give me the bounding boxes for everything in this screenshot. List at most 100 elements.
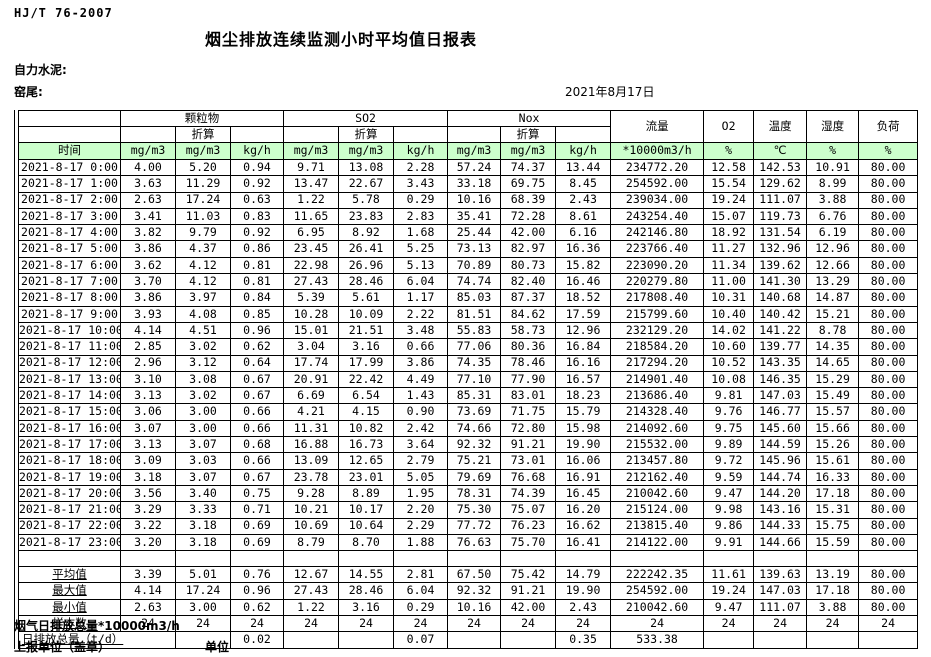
value-cell: 13.09 bbox=[283, 452, 340, 470]
value-cell: 214122.00 bbox=[610, 533, 705, 552]
value-cell: 15.01 bbox=[283, 321, 340, 340]
value-cell: 91.21 bbox=[500, 582, 557, 600]
value-cell: 239034.00 bbox=[610, 191, 705, 209]
value-cell: 18.52 bbox=[555, 289, 612, 307]
value-cell: 2.96 bbox=[120, 354, 176, 372]
value-cell: 78.31 bbox=[447, 484, 502, 503]
value-cell: 17.24 bbox=[175, 191, 231, 209]
value-cell: 5.78 bbox=[338, 191, 395, 209]
value-cell: 15.79 bbox=[555, 403, 612, 421]
empty-header-cell bbox=[229, 126, 285, 143]
value-cell: 4.51 bbox=[175, 321, 231, 340]
value-cell: 24 bbox=[393, 615, 449, 633]
empty-header-cell bbox=[393, 126, 449, 143]
value-cell: 4.21 bbox=[283, 403, 340, 421]
value-cell: 212162.40 bbox=[610, 468, 705, 486]
value-cell: 80.00 bbox=[858, 354, 919, 372]
value-cell: 146.77 bbox=[753, 403, 808, 421]
value-cell: 12.67 bbox=[283, 566, 340, 584]
value-cell: 15.21 bbox=[806, 305, 860, 323]
empty-cell bbox=[500, 550, 557, 568]
value-cell: 16.20 bbox=[555, 501, 612, 519]
value-cell: 2.43 bbox=[555, 191, 612, 209]
time-cell: 2021-8-17 1:00 bbox=[18, 175, 121, 193]
empty-header-cell bbox=[555, 126, 612, 143]
value-cell: 15.82 bbox=[555, 256, 612, 275]
value-cell: 23.83 bbox=[338, 207, 395, 226]
value-cell: 9.91 bbox=[703, 533, 755, 552]
value-cell: 2.22 bbox=[393, 305, 449, 323]
data-row: 2021-8-17 18:00 3.09 3.03 0.66 13.09 12.65 2.7… bbox=[18, 452, 919, 470]
value-cell: 80.00 bbox=[858, 387, 919, 405]
value-cell: 20.91 bbox=[283, 370, 340, 389]
value-cell: 13.08 bbox=[338, 158, 395, 177]
value-cell: 3.64 bbox=[393, 436, 449, 454]
value-cell: 0.67 bbox=[229, 387, 285, 405]
value-cell: 6.69 bbox=[283, 387, 340, 405]
value-cell: 3.02 bbox=[175, 387, 231, 405]
value-cell: 8.78 bbox=[806, 321, 860, 340]
value-cell: 139.77 bbox=[753, 338, 808, 356]
value-cell: 213457.80 bbox=[610, 452, 705, 470]
value-cell: 13.19 bbox=[806, 566, 860, 584]
units-header-time: 时间 bbox=[18, 142, 121, 160]
empty-header-cell bbox=[120, 126, 176, 143]
value-cell: 77.10 bbox=[447, 370, 502, 389]
value-cell: 16.41 bbox=[555, 533, 612, 552]
value-cell: 4.14 bbox=[120, 582, 176, 600]
value-cell: 111.07 bbox=[753, 598, 808, 617]
value-cell: 80.00 bbox=[858, 403, 919, 421]
value-cell: 4.49 bbox=[393, 370, 449, 389]
value-cell: 13.47 bbox=[283, 175, 340, 193]
value-cell: 14.79 bbox=[555, 566, 612, 584]
value-cell: 3.13 bbox=[120, 387, 176, 405]
value-cell: 3.08 bbox=[175, 370, 231, 389]
value-cell: 75.42 bbox=[500, 566, 557, 584]
value-cell: 16.45 bbox=[555, 484, 612, 503]
value-cell: 14.65 bbox=[806, 354, 860, 372]
conv-header-so2: 折算 bbox=[338, 126, 395, 143]
value-cell: 3.16 bbox=[338, 338, 395, 356]
value-cell: 144.74 bbox=[753, 468, 808, 486]
value-cell: 15.59 bbox=[806, 533, 860, 552]
empty-cell bbox=[18, 550, 121, 568]
value-cell: 3.40 bbox=[175, 484, 231, 503]
value-cell: 0.94 bbox=[229, 158, 285, 177]
value-cell: 0.67 bbox=[229, 468, 285, 486]
value-cell: 24 bbox=[806, 615, 860, 633]
time-cell: 2021-8-17 16:00 bbox=[18, 419, 121, 438]
value-cell: 0.96 bbox=[229, 582, 285, 600]
value-cell: 14.87 bbox=[806, 289, 860, 307]
time-cell: 2021-8-17 7:00 bbox=[18, 273, 121, 291]
value-cell: 15.49 bbox=[806, 387, 860, 405]
value-cell: 3.88 bbox=[806, 598, 860, 617]
value-cell: 78.46 bbox=[500, 354, 557, 372]
value-cell: 87.37 bbox=[500, 289, 557, 307]
data-row: 2021-8-17 13:00 3.10 3.08 0.67 20.91 22.42 4.4… bbox=[18, 370, 919, 389]
value-cell: 3.12 bbox=[175, 354, 231, 372]
value-cell: 58.73 bbox=[500, 321, 557, 340]
value-cell: 35.41 bbox=[447, 207, 502, 226]
value-cell: 22.98 bbox=[283, 256, 340, 275]
value-cell: 57.24 bbox=[447, 158, 502, 177]
value-cell: 3.02 bbox=[175, 338, 231, 356]
value-cell: 223090.20 bbox=[610, 256, 705, 275]
value-cell: 3.82 bbox=[120, 224, 176, 242]
value-cell: 0.66 bbox=[229, 452, 285, 470]
value-cell bbox=[447, 631, 502, 649]
value-cell: 4.15 bbox=[338, 403, 395, 421]
value-cell: 24 bbox=[229, 615, 285, 633]
value-cell bbox=[283, 631, 340, 649]
value-cell: 3.41 bbox=[120, 207, 176, 226]
data-row: 2021-8-17 12:00 2.96 3.12 0.64 17.74 17.99 3.8… bbox=[18, 354, 919, 372]
value-cell: 0.71 bbox=[229, 501, 285, 519]
value-cell: 0.69 bbox=[229, 533, 285, 552]
empty-cell bbox=[175, 550, 231, 568]
value-cell: 85.31 bbox=[447, 387, 502, 405]
units-header-cell: mg/m3 bbox=[175, 142, 231, 160]
value-cell: 0.69 bbox=[229, 517, 285, 535]
value-cell: 10.21 bbox=[283, 501, 340, 519]
value-cell: 139.63 bbox=[753, 566, 808, 584]
value-cell: 71.75 bbox=[500, 403, 557, 421]
